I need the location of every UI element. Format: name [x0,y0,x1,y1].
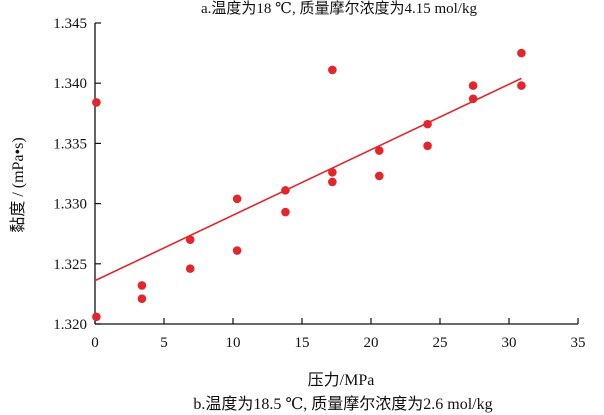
data-point [468,94,478,104]
data-point [185,264,195,273]
y-tick-label: 1.340 [53,76,87,92]
data-point [232,246,242,255]
data-point [328,65,337,75]
data-point [281,207,290,217]
data-point [517,48,526,58]
data-point [517,81,526,90]
y-tick-label: 1.325 [53,257,87,273]
x-tick-label: 5 [160,335,168,351]
data-point [92,312,101,322]
x-tick-label: 25 [433,335,448,351]
data-point [185,235,195,245]
data-point [137,281,147,290]
data-point [281,186,290,195]
y-ticks: 1.320 1.325 1.330 1.335 1.340 1.345 [53,16,101,333]
figure-caption: b.温度为18.5 ℃, 质量摩尔浓度为2.6 mol/kg [193,395,492,413]
y-tick-label: 1.330 [53,197,87,213]
top-caption: a.温度为18 ℃, 质量摩尔浓度为4.15 mol/kg [201,0,477,17]
data-point [137,294,147,304]
x-tick-label: 15 [295,335,310,351]
x-ticks: 0 5 10 15 20 25 30 35 [91,318,586,351]
data-points [92,48,526,322]
x-tick-label: 0 [91,335,99,351]
y-tick-label: 1.335 [53,136,87,152]
fit-line-group [94,77,522,282]
data-point [468,81,478,90]
data-point [374,171,384,181]
x-tick-label: 20 [364,335,379,351]
data-point [328,177,337,187]
x-tick-label: 10 [226,335,241,351]
data-point [423,141,432,151]
data-point [374,146,384,155]
data-point [92,98,101,107]
axes [94,23,578,325]
y-tick-label: 1.320 [53,317,87,333]
fit-line [94,77,522,282]
data-point [423,119,432,129]
x-axis-title: 压力/MPa [308,371,375,389]
data-point [232,194,242,204]
y-tick-label: 1.345 [53,16,87,32]
x-tick-label: 30 [502,335,517,351]
x-tick-label: 35 [571,335,586,351]
y-axis-title: 黏度 / (mPa•s) [9,137,27,232]
data-point [328,167,337,177]
